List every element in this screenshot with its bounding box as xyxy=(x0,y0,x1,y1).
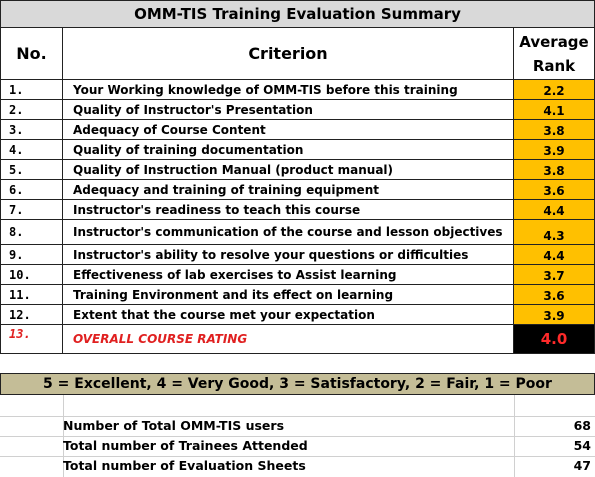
total-value: 68 xyxy=(573,418,591,433)
row-criterion: Instructor's readiness to teach this cou… xyxy=(63,200,514,220)
table-row: 6. Adequacy and training of training equ… xyxy=(0,180,595,200)
row-criterion: Adequacy and training of training equipm… xyxy=(63,180,514,200)
row-criterion: Instructor's ability to resolve your que… xyxy=(63,245,514,265)
column-header-no: No. xyxy=(0,28,63,80)
table-row: 5. Quality of Instruction Manual (produc… xyxy=(0,160,595,180)
row-number: 2. xyxy=(0,100,63,120)
table-row: 7. Instructor's readiness to teach this … xyxy=(0,200,595,220)
total-value: 54 xyxy=(573,438,591,453)
row-criterion: Instructor's communication of the course… xyxy=(63,220,514,245)
row-rank: 3.8 xyxy=(514,160,595,180)
row-criterion: Training Environment and its effect on l… xyxy=(63,285,514,305)
overall-rank: 4.0 xyxy=(514,325,595,354)
row-number: 11. xyxy=(0,285,63,305)
grid-divider xyxy=(514,395,515,477)
row-rank: 2.2 xyxy=(514,80,595,100)
row-criterion: Quality of Instructor's Presentation xyxy=(63,100,514,120)
total-label: Total number of Trainees Attended xyxy=(63,438,308,453)
header-rank-line2: Rank xyxy=(532,56,576,75)
row-criterion: Quality of Instruction Manual (product m… xyxy=(63,160,514,180)
row-rank: 3.9 xyxy=(514,140,595,160)
row-criterion: Your Working knowledge of OMM-TIS before… xyxy=(63,80,514,100)
table-row: 12. Extent that the course met your expe… xyxy=(0,305,595,325)
total-label: Number of Total OMM-TIS users xyxy=(63,418,285,433)
table-row: 10. Effectiveness of lab exercises to As… xyxy=(0,265,595,285)
row-number: 9. xyxy=(0,245,63,265)
row-number: 3. xyxy=(0,120,63,140)
total-label: Total number of Evaluation Sheets xyxy=(63,458,306,473)
column-header-criterion: Criterion xyxy=(63,28,514,80)
row-number: 8. xyxy=(0,220,63,245)
row-number: 7. xyxy=(0,200,63,220)
total-value: 47 xyxy=(573,458,591,473)
row-number: 10. xyxy=(0,265,63,285)
table-row: 8. Instructor's communication of the cou… xyxy=(0,220,595,245)
total-row-attended: Total number of Trainees Attended 54 xyxy=(0,436,595,456)
row-rank: 3.8 xyxy=(514,120,595,140)
overall-rating-row: 13. OVERALL COURSE RATING 4.0 xyxy=(0,325,595,354)
header-rank-line1: Average xyxy=(519,32,589,51)
row-rank: 4.1 xyxy=(514,100,595,120)
table-row: 2. Quality of Instructor's Presentation … xyxy=(0,100,595,120)
row-criterion: Adequacy of Course Content xyxy=(63,120,514,140)
column-header-average-rank: Average Rank xyxy=(514,28,595,80)
row-rank: 3.6 xyxy=(514,180,595,200)
table-row: 11. Training Environment and its effect … xyxy=(0,285,595,305)
total-row-sheets: Total number of Evaluation Sheets 47 xyxy=(0,456,595,476)
row-rank: 4.4 xyxy=(514,245,595,265)
overall-number: 13. xyxy=(0,325,63,354)
table-row: 3. Adequacy of Course Content 3.8 xyxy=(0,120,595,140)
row-rank: 4.4 xyxy=(514,200,595,220)
row-rank: 3.7 xyxy=(514,265,595,285)
rating-scale-legend: 5 = Excellent, 4 = Very Good, 3 = Satisf… xyxy=(0,373,595,395)
row-rank: 3.6 xyxy=(514,285,595,305)
row-number: 4. xyxy=(0,140,63,160)
grid-divider xyxy=(63,395,64,477)
overall-label: OVERALL COURSE RATING xyxy=(63,325,514,354)
row-number: 12. xyxy=(0,305,63,325)
row-number: 1. xyxy=(0,80,63,100)
table-row: 4. Quality of training documentation 3.9 xyxy=(0,140,595,160)
table-row: 1. Your Working knowledge of OMM-TIS bef… xyxy=(0,80,595,100)
row-criterion: Extent that the course met your expectat… xyxy=(63,305,514,325)
row-number: 5. xyxy=(0,160,63,180)
grid-divider xyxy=(0,456,595,457)
row-rank: 3.9 xyxy=(514,305,595,325)
row-criterion: Effectiveness of lab exercises to Assist… xyxy=(63,265,514,285)
grid-divider xyxy=(0,436,595,437)
row-criterion: Quality of training documentation xyxy=(63,140,514,160)
sheet-title: OMM-TIS Training Evaluation Summary xyxy=(0,0,595,28)
row-rank: 4.3 xyxy=(514,220,595,245)
row-number: 6. xyxy=(0,180,63,200)
total-row-users: Number of Total OMM-TIS users 68 xyxy=(0,416,595,436)
grid-divider xyxy=(0,416,595,417)
table-row: 9. Instructor's ability to resolve your … xyxy=(0,245,595,265)
criteria-table: 1. Your Working knowledge of OMM-TIS bef… xyxy=(0,80,595,354)
